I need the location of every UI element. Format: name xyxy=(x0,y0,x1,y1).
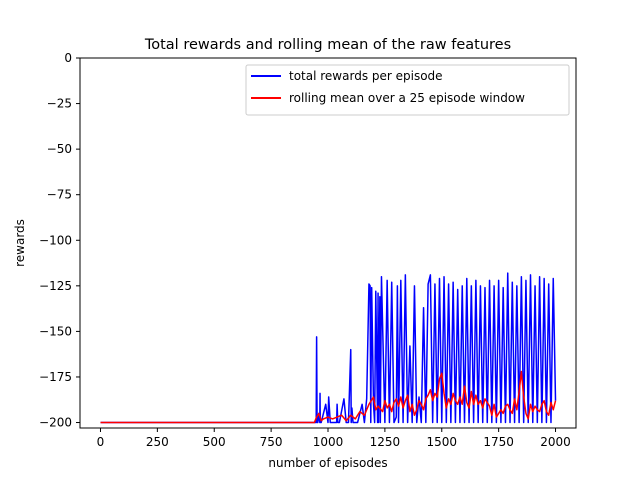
plot-area xyxy=(100,272,557,424)
lines-layer xyxy=(100,272,557,424)
x-tick-label: 250 xyxy=(146,435,169,449)
y-axis-label: rewards xyxy=(13,219,27,267)
x-tick-label: 2000 xyxy=(540,435,571,449)
x-tick-label: 750 xyxy=(260,435,283,449)
y-tick-label: −150 xyxy=(39,324,72,338)
x-tick-label: 1500 xyxy=(426,435,457,449)
legend-box xyxy=(245,64,570,116)
y-tick-label: 0 xyxy=(64,51,72,65)
chart-title: Total rewards and rolling mean of the ra… xyxy=(144,37,511,53)
legend-label-1: rolling mean over a 25 episode window xyxy=(289,91,525,105)
x-tick-label: 1250 xyxy=(370,435,401,449)
x-ticks: 0 250 500 750 1000 1250 1500 1750 2000 xyxy=(97,428,571,449)
y-ticks: 0 −25 −50 −75 −100 −125 −150 −175 −200 xyxy=(39,51,80,430)
series-line-0 xyxy=(100,272,557,424)
x-tick-label: 1750 xyxy=(483,435,514,449)
legend: total rewards per episode rolling mean ov… xyxy=(245,64,570,116)
y-tick-label: −75 xyxy=(47,188,72,202)
x-tick-label: 0 xyxy=(97,435,105,449)
y-tick-label: −125 xyxy=(39,279,72,293)
x-axis-label: number of episodes xyxy=(268,456,387,470)
x-tick-label: 500 xyxy=(203,435,226,449)
y-tick-label: −100 xyxy=(39,233,72,247)
y-tick-label: −50 xyxy=(47,142,72,156)
series-line-1 xyxy=(100,370,557,424)
y-tick-label: −25 xyxy=(47,97,72,111)
y-tick-label: −175 xyxy=(39,370,72,384)
legend-label-0: total rewards per episode xyxy=(289,69,443,83)
y-tick-label: −200 xyxy=(39,416,72,430)
x-tick-label: 1000 xyxy=(313,435,344,449)
